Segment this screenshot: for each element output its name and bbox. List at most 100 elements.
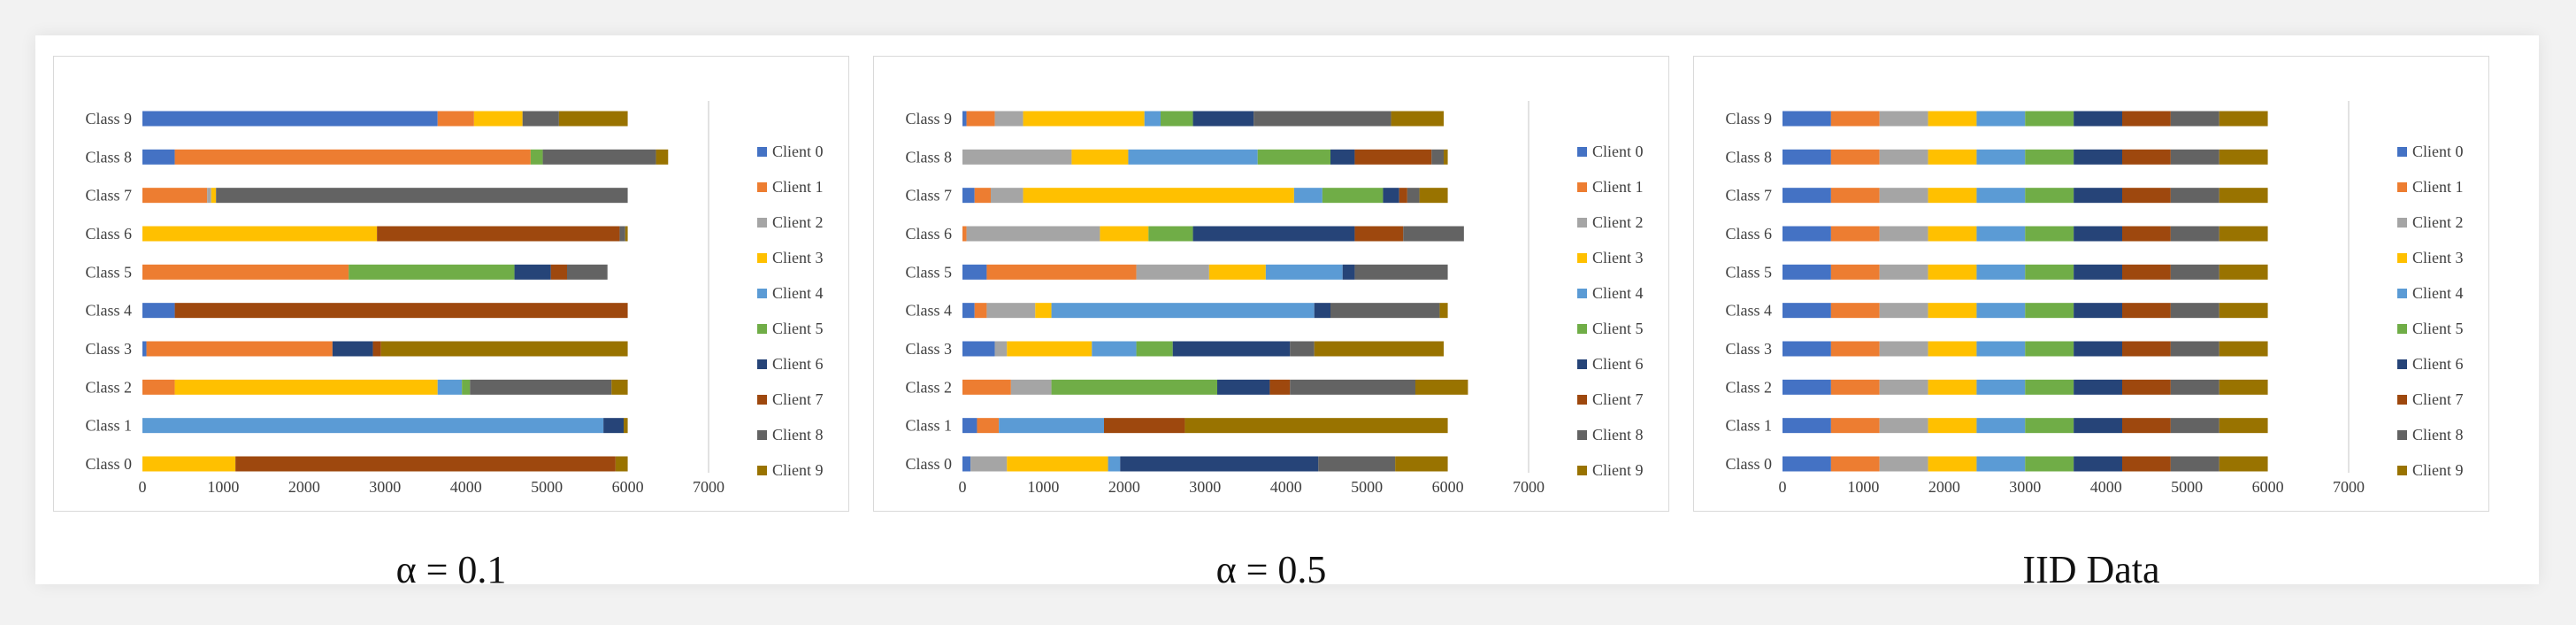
legend-label: Client 1 [1592,178,1644,196]
bar-segment [473,111,523,127]
chart-panel-alpha-0-1: 0 1000 2000 3000 4000 5000 6000 7000 Class 0 Clas… [53,56,849,512]
bar-segment [1172,341,1291,357]
bar-segment [1071,149,1129,165]
legend-label: Client 8 [1592,426,1644,444]
bar-segment [2025,264,2074,280]
bar-segment [1419,188,1448,204]
category-label: Class 8 [85,148,132,166]
category-label: Class 5 [85,263,132,281]
bar-segment [656,149,669,165]
bar-segment [970,456,1008,472]
bar-segment [1444,149,1448,165]
bar-segment [174,379,438,395]
bar-segment [2170,379,2220,395]
x-tick-label: 1000 [207,478,239,496]
bar-segment [2025,341,2074,357]
bar-segment [437,379,463,395]
legend-swatch [2397,253,2407,263]
bar-segment [1830,226,1880,242]
bar-segment [2219,264,2268,280]
bar-segment [999,418,1104,434]
bar-segment [1330,149,1355,165]
bar-segment [146,341,333,357]
bar-segment [522,111,559,127]
bar-segment [1928,379,1977,395]
category-label: Class 9 [85,110,132,127]
bar-segment [1136,264,1209,280]
chart-svg-alpha-0-1: 0 1000 2000 3000 4000 5000 6000 7000 Class 0 Clas… [85,101,824,496]
bar-segment [1928,341,1977,357]
legend-label: Client 2 [2412,213,2464,231]
x-tick-label: 2000 [1928,478,1960,496]
bar-segment [377,226,620,242]
bar-segment [332,341,373,357]
bar-segment [1100,226,1149,242]
bar-segment [974,188,991,204]
bar-segment [1928,303,1977,319]
category-label: Class 5 [905,263,952,281]
legend-swatch [757,430,767,440]
bar-segment [207,188,211,204]
category-label: Class 0 [1725,455,1772,473]
legend-swatch [1577,289,1587,298]
bar-segment [1395,456,1448,472]
bar-segment [1217,379,1270,395]
bar-segment [1192,226,1355,242]
bar-segment [615,456,628,472]
caption-iid: IID Data [2022,548,2160,591]
caption-alpha-0-1: α = 0.1 [395,548,507,591]
legend-swatch [1577,466,1587,475]
bar-segment [174,149,531,165]
bar-segment [2170,456,2220,472]
category-label: Class 0 [85,455,132,473]
bar-segment [994,341,1008,357]
bar-segment [235,456,616,472]
bar-segment [1976,264,2026,280]
figure: 0 1000 2000 3000 4000 5000 6000 7000 Class 0 Clas… [35,35,2539,591]
category-label: Class 5 [1725,263,1772,281]
bar-segment [1184,418,1448,434]
x-tick-label: 7000 [693,478,724,496]
bar-segment [1976,456,2026,472]
bar-segment [142,264,349,280]
bar-segment [2074,111,2122,127]
bar-segment [2122,188,2171,204]
legend-label: Client 7 [1592,390,1644,408]
bar-segment [1976,418,2026,434]
bar-segment [1007,341,1092,357]
bar-segment [1879,456,1928,472]
bar-segment [2170,303,2220,319]
bar-segment [1879,149,1928,165]
category-label: Class 6 [85,225,132,243]
bar-segment [1928,149,1977,165]
category-label: Class 2 [1725,378,1772,396]
bar-segment [142,303,175,319]
bar-segment [1023,188,1294,204]
bar-segment [2219,111,2268,127]
bar-segment [1330,303,1440,319]
bar-segment [2219,379,2268,395]
bar-segment [962,264,987,280]
bar-segment [1782,379,1831,395]
category-label: Class 9 [905,110,952,127]
category-label: Class 6 [1725,225,1772,243]
bar-segment [2122,303,2171,319]
bar-segment [2122,264,2171,280]
bar-segment [986,303,1036,319]
bar-segment [2219,149,2268,165]
bar-segment [211,188,217,204]
legend-label: Client 0 [2412,143,2464,160]
category-label: Class 8 [905,148,952,166]
x-tick-label: 6000 [612,478,644,496]
legend-label: Client 1 [772,178,824,196]
x-tick-label: 1000 [1847,478,1879,496]
legend-swatch [757,359,767,369]
legend-label: Client 9 [1592,461,1644,479]
bar-segment [1928,456,1977,472]
bar-segment [624,418,628,434]
bar-segment [1976,111,2026,127]
bar-segment [1782,341,1831,357]
category-label: Class 7 [85,187,132,204]
bar-segment [1354,226,1404,242]
bar-segment [2074,379,2122,395]
